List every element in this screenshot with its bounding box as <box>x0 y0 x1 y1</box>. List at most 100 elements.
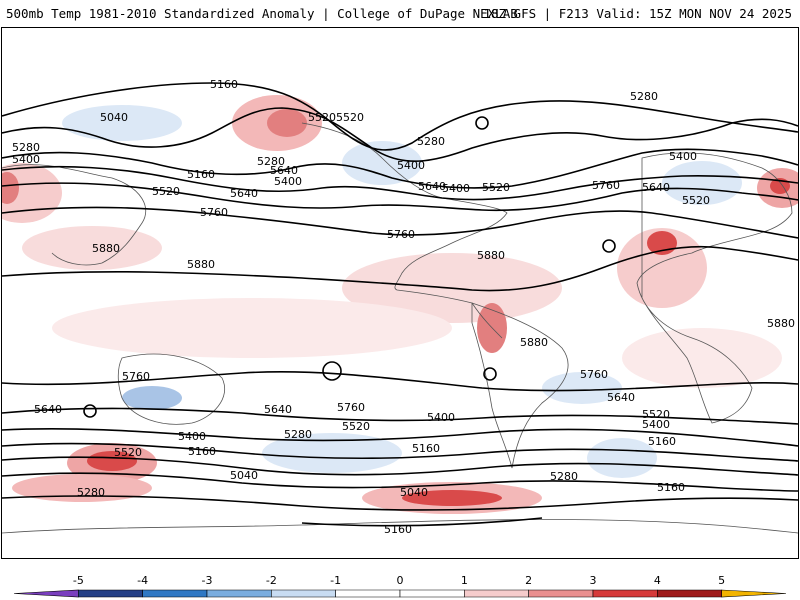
contour-label: 5880 <box>92 242 120 255</box>
contour-label: 5520 <box>336 111 364 124</box>
anomaly-patch <box>342 141 422 185</box>
contour-line <box>2 428 798 447</box>
contour-label: 5520 <box>342 420 370 433</box>
colorbar-segment <box>528 589 594 598</box>
coastlines <box>2 122 798 534</box>
contour-line <box>2 472 798 492</box>
colorbar-tick-label: 2 <box>525 574 532 587</box>
anomaly-map: 5160 5040 5520 5280 5400 5280 5160 5400 … <box>2 78 798 536</box>
colorbar-segment <box>592 589 658 598</box>
colorbar-segment <box>721 589 787 598</box>
map-title: 500mb Temp 1981-2010 Standardized Anomal… <box>6 6 518 21</box>
anomaly-patch <box>62 105 182 141</box>
contour-line <box>301 517 543 527</box>
contour-label: 5160 <box>412 442 440 455</box>
anomaly-patch <box>587 438 657 478</box>
colorbar-tick-label: 5 <box>718 574 725 587</box>
anomaly-patch <box>22 226 162 270</box>
contour-label: 5760 <box>122 370 150 383</box>
closed-contour <box>602 239 616 253</box>
contour-label: 5400 <box>274 175 302 188</box>
colorbar-segment <box>78 589 143 598</box>
colorbar-segment <box>271 589 336 598</box>
colorbar-segment <box>206 589 272 598</box>
anomaly-patch <box>87 451 137 471</box>
contour-line <box>2 442 798 462</box>
contour-line <box>2 456 798 476</box>
contour-line <box>2 107 798 162</box>
contour-label: 5280 <box>284 428 312 441</box>
closed-contour <box>483 367 497 381</box>
run-info: 18Z GFS | F213 Valid: 15Z MON NOV 24 202… <box>483 6 792 21</box>
north-america-outline <box>301 122 508 339</box>
contour-label: 5400 <box>669 150 697 163</box>
contour-label: 5400 <box>178 430 206 443</box>
contour-line <box>2 165 798 201</box>
contour-label: 5160 <box>187 168 215 181</box>
contour-label: 5400 <box>442 182 470 195</box>
colorbar-tick-label: 3 <box>590 574 597 587</box>
contour-line <box>2 495 798 511</box>
contour-label: 5760 <box>387 228 415 241</box>
colorbar-tick-label: -2 <box>266 574 277 587</box>
closed-contour <box>475 116 489 130</box>
contour-line <box>2 407 798 425</box>
colorbar-tick-label: 0 <box>397 574 404 587</box>
colorbar-tick-label: -1 <box>330 574 341 587</box>
contour-label: 5640 <box>642 181 670 194</box>
map-panel: 5160 5040 5520 5280 5400 5280 5160 5400 … <box>1 27 799 559</box>
contour-label: 5520 <box>308 111 336 124</box>
colorbar-segment <box>142 589 208 598</box>
contour-line <box>2 148 798 189</box>
colorbar-ticks: -5 -4 -3 -2 -1 0 1 2 3 4 5 <box>73 574 725 587</box>
contour-label: 5520 <box>682 194 710 207</box>
contour-label: 5760 <box>337 401 365 414</box>
contour-label: 5880 <box>520 336 548 349</box>
contour-label: 5640 <box>34 403 62 416</box>
contour-label: 5520 <box>482 181 510 194</box>
contour-label: 5640 <box>230 187 258 200</box>
contour-label: 5760 <box>580 368 608 381</box>
contour-label: 5160 <box>210 78 238 91</box>
contour-labels: 5160 5040 5520 5280 5400 5280 5160 5400 … <box>12 78 795 536</box>
contour-line <box>2 371 798 392</box>
contour-label: 5400 <box>427 411 455 424</box>
contour-label: 5280 <box>550 470 578 483</box>
anomaly-patch <box>12 474 152 502</box>
height-contours <box>2 82 798 527</box>
contour-label: 5520 <box>152 185 180 198</box>
anomaly-patch <box>647 231 677 255</box>
anomaly-patch <box>2 163 62 223</box>
anomaly-patch <box>122 386 182 410</box>
colorbar-segments <box>13 589 787 598</box>
closed-contour <box>322 361 342 381</box>
colorbar-segment <box>13 589 79 598</box>
contour-line <box>2 182 798 212</box>
contour-label: 5640 <box>607 391 635 404</box>
contour-line <box>2 206 798 239</box>
contour-label: 5280 <box>12 141 40 154</box>
colorbar-tick-label: 4 <box>654 574 661 587</box>
anomaly-patch <box>662 161 742 205</box>
europe-africa-outline <box>636 152 793 424</box>
contour-label: 5280 <box>77 486 105 499</box>
contour-label: 5400 <box>12 153 40 166</box>
closed-contour <box>83 404 97 418</box>
contour-line <box>2 245 798 292</box>
contour-label: 5880 <box>187 258 215 271</box>
anomaly-patch <box>622 328 782 388</box>
anomaly-patch <box>267 109 307 137</box>
contour-label: 5640 <box>418 180 446 193</box>
anomaly-patch <box>2 172 19 204</box>
anomaly-patch <box>262 433 402 473</box>
contour-label: 5160 <box>384 523 412 536</box>
contour-label: 5400 <box>397 159 425 172</box>
contour-label: 5280 <box>630 90 658 103</box>
contour-label: 5160 <box>188 445 216 458</box>
contour-label: 5520 <box>114 446 142 459</box>
australia-outline <box>117 353 225 425</box>
anomaly-patch <box>52 298 452 358</box>
contour-label: 5640 <box>270 164 298 177</box>
contour-label: 5280 <box>417 135 445 148</box>
contour-label: 5520 <box>642 408 670 421</box>
